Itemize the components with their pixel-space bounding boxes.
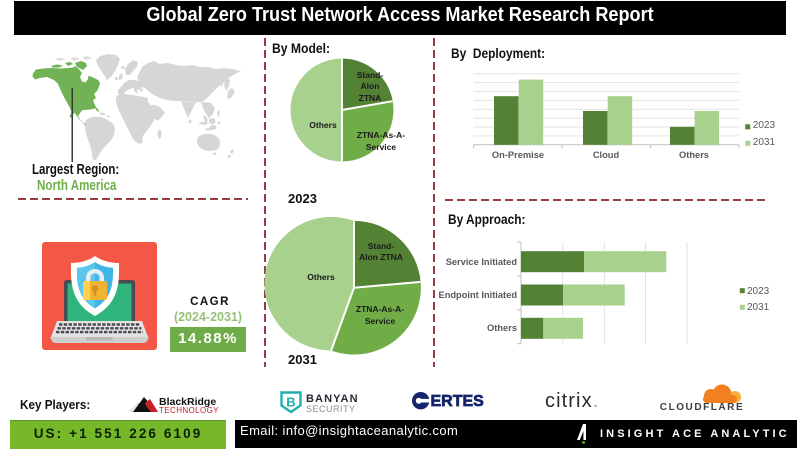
svg-text:B: B <box>286 395 295 410</box>
